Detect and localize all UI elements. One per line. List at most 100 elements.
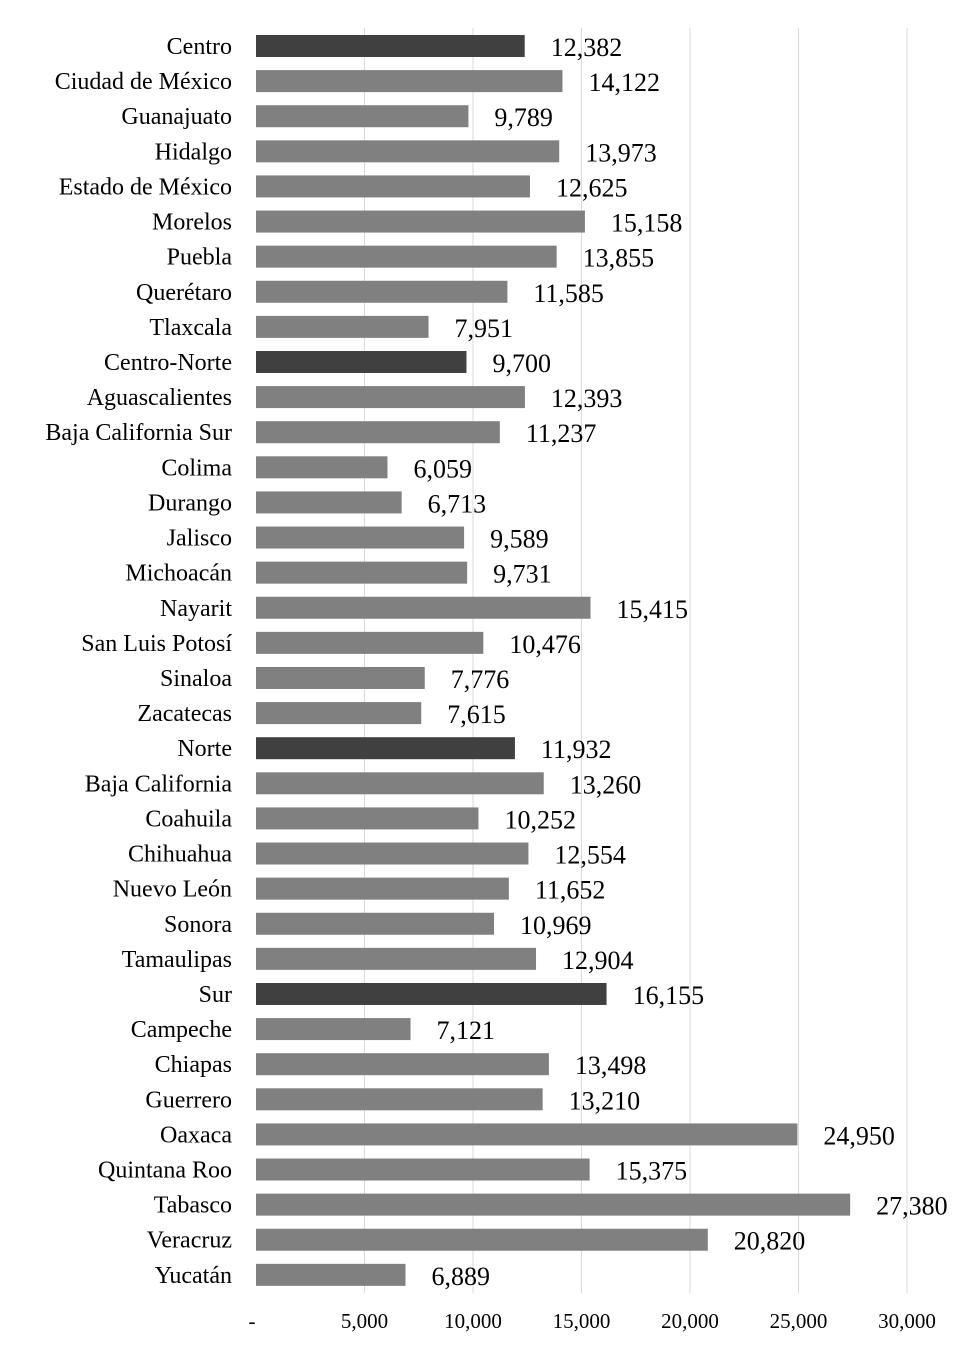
bar	[256, 1088, 543, 1111]
bar	[256, 702, 422, 725]
bar	[256, 666, 425, 689]
bar	[256, 947, 537, 970]
data-label: 12,554	[554, 841, 626, 870]
bar	[256, 631, 484, 654]
data-label: 13,973	[585, 138, 657, 167]
data-label: 15,415	[617, 595, 689, 624]
data-label: 6,713	[428, 489, 487, 518]
data-label: 10,252	[504, 805, 575, 834]
category-label: Coahuila	[145, 806, 232, 832]
bar	[256, 1263, 406, 1286]
data-label: 9,589	[490, 525, 549, 554]
data-label: 11,932	[541, 735, 612, 764]
data-label: 11,585	[533, 279, 604, 308]
category-label: Chihuahua	[128, 842, 232, 868]
category-label: Hidalgo	[155, 139, 232, 165]
category-label: Sonora	[164, 912, 232, 938]
category-label: Oaxaca	[160, 1122, 232, 1148]
bar	[256, 210, 585, 233]
bar	[256, 982, 607, 1005]
data-label: 15,158	[611, 209, 683, 238]
category-label: Querétaro	[136, 280, 232, 306]
data-label: 13,855	[583, 244, 655, 273]
bar	[256, 421, 500, 444]
x-tick-label: 20,000	[661, 1309, 719, 1333]
data-label: 11,652	[535, 876, 606, 905]
data-label: 12,625	[556, 173, 628, 202]
data-label: 27,380	[876, 1192, 948, 1221]
category-label: Tlaxcala	[149, 315, 232, 341]
x-tick-label: 10,000	[444, 1309, 502, 1333]
category-label: Veracruz	[147, 1228, 232, 1254]
data-label: 24,950	[823, 1121, 895, 1150]
data-label: 9,731	[493, 560, 552, 589]
bar	[256, 1018, 411, 1041]
category-label: Tabasco	[154, 1193, 232, 1219]
bar	[256, 175, 530, 198]
bar	[256, 912, 495, 935]
category-label: Centro-Norte	[104, 350, 232, 376]
x-tick-label: 25,000	[770, 1309, 828, 1333]
data-label: 13,260	[570, 770, 642, 799]
data-label: 16,155	[633, 981, 705, 1010]
bar	[256, 561, 468, 584]
category-label: Norte	[177, 736, 232, 762]
category-label: Yucatán	[155, 1263, 232, 1289]
category-label: Guerrero	[145, 1087, 232, 1113]
data-label: 20,820	[734, 1227, 806, 1256]
bar	[256, 70, 563, 93]
data-label: 6,889	[431, 1262, 490, 1291]
bar	[256, 280, 508, 303]
data-label: 10,969	[520, 911, 592, 940]
category-label: Zacatecas	[137, 701, 232, 727]
category-label: Sinaloa	[160, 666, 232, 692]
bar	[256, 1228, 708, 1251]
category-label: Nuevo León	[113, 877, 232, 903]
data-label: 6,059	[413, 454, 472, 483]
bar	[256, 877, 509, 900]
bar	[256, 1158, 590, 1181]
bar	[256, 456, 388, 479]
category-label: Jalisco	[167, 526, 232, 552]
x-tick-label: 15,000	[553, 1309, 611, 1333]
bar	[256, 105, 469, 128]
data-label: 10,476	[509, 630, 581, 659]
bar	[256, 1123, 798, 1146]
bar	[256, 140, 560, 163]
data-label: 15,375	[616, 1157, 688, 1186]
category-label: Morelos	[152, 210, 232, 236]
data-label: 13,498	[575, 1051, 647, 1080]
category-label: Chiapas	[155, 1052, 232, 1078]
bar	[256, 737, 515, 760]
bar	[256, 1053, 549, 1076]
bar	[256, 245, 557, 268]
category-label: Guanajuato	[121, 104, 232, 130]
category-label: Sur	[199, 982, 232, 1008]
x-tick-label: 30,000	[878, 1309, 936, 1333]
x-tick-label: 5,000	[341, 1309, 388, 1333]
data-label: 7,121	[437, 1016, 496, 1045]
category-label: San Luis Potosí	[81, 631, 232, 657]
x-tick-label: -	[249, 1309, 256, 1333]
data-label: 7,776	[451, 665, 510, 694]
category-label: Aguascalientes	[87, 385, 232, 411]
bar	[256, 491, 402, 514]
data-label: 12,382	[551, 33, 623, 62]
bar	[256, 842, 529, 865]
category-label: Quintana Roo	[98, 1158, 232, 1184]
data-label: 14,122	[588, 68, 660, 97]
category-label: Colima	[161, 455, 232, 481]
bar	[256, 772, 544, 795]
category-label: Durango	[148, 490, 232, 516]
category-label: Nayarit	[160, 596, 232, 622]
category-label: Baja California	[85, 771, 233, 797]
bar	[256, 807, 479, 830]
data-label: 12,904	[562, 946, 634, 975]
bar	[256, 1193, 851, 1216]
bar	[256, 386, 525, 409]
bar	[256, 315, 429, 338]
category-label: Tamaulipas	[122, 947, 232, 973]
category-label: Estado de México	[59, 174, 232, 200]
data-label: 7,615	[447, 700, 506, 729]
